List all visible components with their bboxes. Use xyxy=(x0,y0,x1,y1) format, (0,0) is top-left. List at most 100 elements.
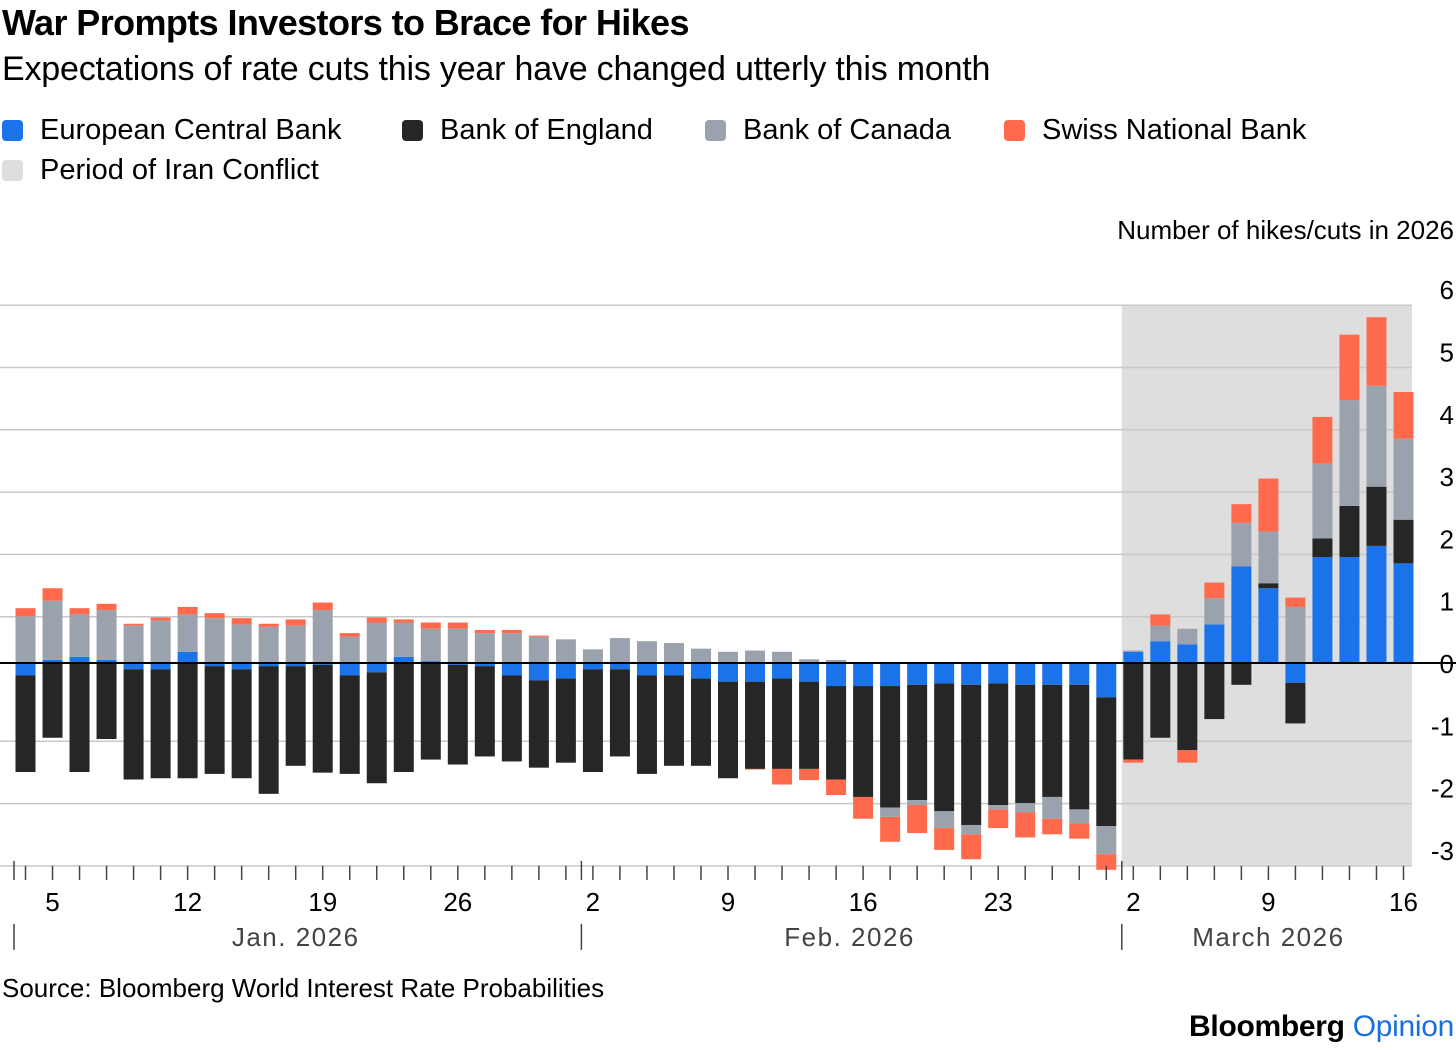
bar-segment xyxy=(1123,650,1144,652)
bar-segment xyxy=(1312,416,1333,464)
bar-segment xyxy=(853,796,874,819)
brand-name: Bloomberg xyxy=(1189,1010,1345,1043)
x-tick-label: 16 xyxy=(1389,887,1418,917)
bars xyxy=(15,317,1414,870)
bar-segment xyxy=(690,663,711,679)
bar-segment xyxy=(1312,463,1333,539)
bar-segment xyxy=(663,663,684,676)
bar-segment xyxy=(799,768,820,781)
bar-segment xyxy=(474,666,495,757)
bar-segment xyxy=(799,659,820,663)
bar-segment xyxy=(961,663,982,685)
month-label: March 2026 xyxy=(1192,922,1344,950)
bar-segment xyxy=(690,678,711,766)
bar-segment xyxy=(258,623,279,627)
bar-segment xyxy=(1231,504,1252,523)
bar-segment xyxy=(96,659,117,663)
bar-segment xyxy=(1366,385,1387,487)
y-tick-label: 5 xyxy=(1440,338,1454,368)
bar-segment xyxy=(15,616,36,663)
y-tick-label: -2 xyxy=(1431,774,1454,804)
legend-label-boe: Bank of England xyxy=(440,114,653,146)
x-tick-label: 23 xyxy=(984,887,1013,917)
bar-segment xyxy=(1096,854,1117,870)
legend-swatch-boc xyxy=(705,120,726,141)
bar-segment xyxy=(1042,818,1063,835)
bar-segment xyxy=(285,625,306,663)
legend-label-snb: Swiss National Bank xyxy=(1042,114,1307,146)
bar-segment xyxy=(718,663,739,682)
bar-segment xyxy=(204,663,225,667)
bar-segment xyxy=(204,618,225,663)
y-tick-label: 4 xyxy=(1440,400,1454,430)
bar-segment xyxy=(69,614,90,657)
bar-segment xyxy=(258,663,279,667)
bar-segment xyxy=(961,834,982,860)
bar-segment xyxy=(1366,545,1387,663)
y-tick-label: 1 xyxy=(1440,587,1454,617)
bar-segment xyxy=(1177,663,1198,751)
bar-segment xyxy=(1231,663,1252,685)
bar-segment xyxy=(826,779,847,796)
bar-segment xyxy=(826,663,847,687)
bar-segment xyxy=(1231,566,1252,663)
bar-segment xyxy=(501,633,522,663)
bar-segment xyxy=(799,663,820,682)
bar-segment xyxy=(690,648,711,663)
bar-segment xyxy=(745,681,766,769)
y-tick-label: 3 xyxy=(1440,462,1454,492)
bar-segment xyxy=(934,683,955,812)
bar-segment xyxy=(1204,582,1225,599)
bar-segment xyxy=(1204,624,1225,663)
bar-segment xyxy=(204,613,225,619)
bar-segment xyxy=(312,602,333,611)
bar-segment xyxy=(636,641,657,663)
legend-item-ecb: European Central Bank xyxy=(2,114,341,147)
bar-segment xyxy=(1069,809,1090,824)
bar-segment xyxy=(177,651,198,663)
bar-segment xyxy=(1312,538,1333,558)
bar-segment xyxy=(1393,438,1414,520)
bar-segment xyxy=(988,683,1009,806)
bar-segment xyxy=(258,626,279,663)
bar-segment xyxy=(393,663,414,773)
bar-segment xyxy=(1393,519,1414,564)
bar-segment xyxy=(1285,663,1306,683)
bar-segment xyxy=(366,663,387,673)
y-tick-label: 2 xyxy=(1440,524,1454,554)
bar-segment xyxy=(1150,641,1171,663)
legend-swatch-boe xyxy=(402,120,423,141)
bar-segment xyxy=(880,807,901,817)
bar-segment xyxy=(1366,317,1387,386)
bar-segment xyxy=(1042,663,1063,685)
bar-segment xyxy=(150,669,171,779)
bar-segment xyxy=(123,625,144,663)
bar-segment xyxy=(366,622,387,663)
bar-segment xyxy=(609,638,630,663)
bar-segment xyxy=(339,663,360,676)
bar-segment xyxy=(366,672,387,784)
bar-segment xyxy=(177,606,198,615)
y-tick-label: 6 xyxy=(1440,275,1454,305)
bar-segment xyxy=(826,686,847,780)
bar-segment xyxy=(420,663,441,760)
x-tick-label: 5 xyxy=(45,887,59,917)
bar-segment xyxy=(177,663,198,779)
bar-segment xyxy=(799,681,820,769)
bar-segment xyxy=(555,663,576,679)
bar-segment xyxy=(393,622,414,657)
source-note: Source: Bloomberg World Interest Rate Pr… xyxy=(2,973,605,1003)
bar-segment xyxy=(1069,684,1090,810)
bar-segment xyxy=(907,663,928,685)
bar-segment xyxy=(1177,644,1198,663)
x-tick-label: 12 xyxy=(173,887,202,917)
bar-segment xyxy=(177,614,198,652)
x-tick-label: 19 xyxy=(308,887,337,917)
bar-segment xyxy=(1339,334,1360,401)
x-tick-label: 9 xyxy=(1261,887,1275,917)
bar-segment xyxy=(1096,826,1117,855)
bar-segment xyxy=(501,675,522,762)
bar-segment xyxy=(96,663,117,740)
bar-segment xyxy=(663,675,684,766)
